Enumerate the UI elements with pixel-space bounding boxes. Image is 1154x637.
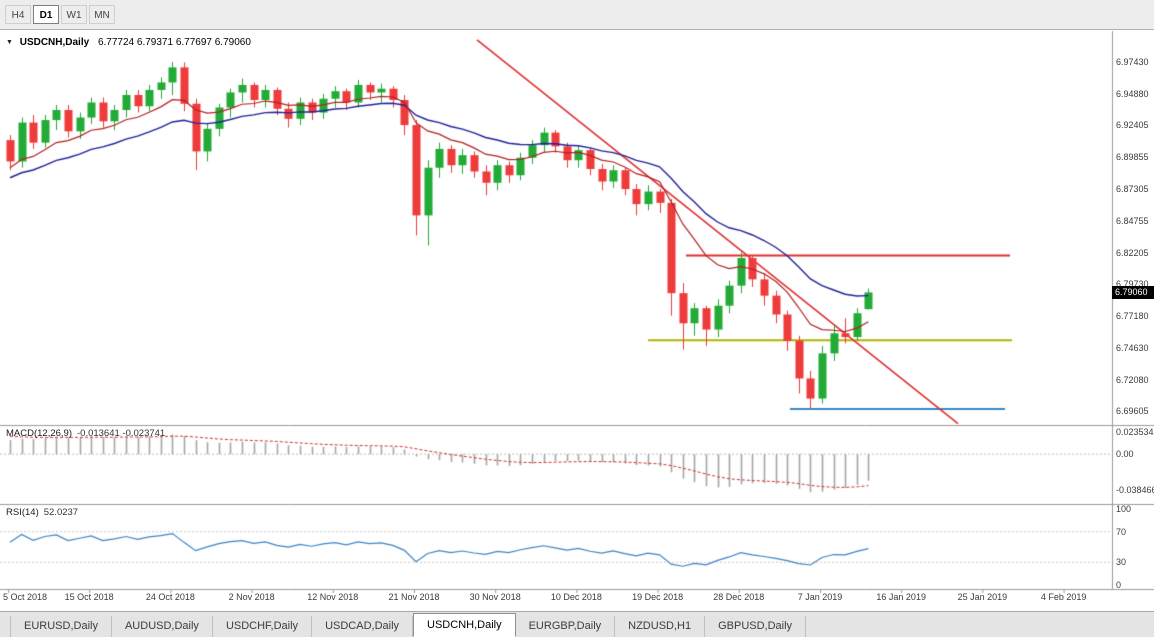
chart-tab-nzdusd-h1[interactable]: NZDUSD,H1 bbox=[615, 616, 706, 637]
chart-symbol-label: USDCNH,Daily bbox=[19, 37, 90, 48]
current-price-badge: 6.79060 bbox=[1112, 286, 1154, 300]
chart-tab-eurusd-daily[interactable]: EURUSD,Daily bbox=[10, 616, 112, 637]
timeframe-button-group: H4 D1 W1 MN bbox=[5, 5, 115, 24]
timeframe-button-d1[interactable]: D1 bbox=[33, 5, 59, 24]
macd-indicator-label: MACD(12,26,9) -0.013641 -0.023741 bbox=[6, 428, 165, 439]
macd-name: MACD(12,26,9) bbox=[6, 428, 72, 439]
macd-values: -0.013641 -0.023741 bbox=[77, 428, 166, 439]
price-chart-canvas[interactable] bbox=[0, 0, 1154, 611]
timeframe-button-h4[interactable]: H4 bbox=[5, 5, 31, 24]
timeframe-toolbar: H4 D1 W1 MN bbox=[0, 0, 1154, 30]
chart-tab-eurgbp-daily[interactable]: EURGBP,Daily bbox=[516, 616, 616, 637]
rsi-indicator-label: RSI(14) 52.0237 bbox=[6, 507, 78, 518]
rsi-value: 52.0237 bbox=[43, 507, 79, 518]
chart-ohlc-values: 6.77724 6.79371 6.77697 6.79060 bbox=[97, 37, 251, 48]
chart-tab-usdchf-daily[interactable]: USDCHF,Daily bbox=[213, 616, 313, 637]
chart-tab-gbpusd-daily[interactable]: GBPUSD,Daily bbox=[705, 616, 807, 637]
chart-title: ▼ USDCNH,Daily 6.77724 6.79371 6.77697 6… bbox=[6, 37, 251, 48]
chart-tab-usdcad-daily[interactable]: USDCAD,Daily bbox=[312, 616, 414, 637]
chart-tabs-bar: EURUSD,Daily AUDUSD,Daily USDCHF,Daily USDC… bbox=[0, 611, 1154, 637]
rsi-name: RSI(14) bbox=[6, 507, 39, 518]
collapse-chart-icon[interactable]: ▼ bbox=[6, 39, 13, 46]
timeframe-button-mn[interactable]: MN bbox=[89, 5, 115, 24]
chart-tab-audusd-daily[interactable]: AUDUSD,Daily bbox=[112, 616, 213, 637]
timeframe-button-w1[interactable]: W1 bbox=[61, 5, 87, 24]
chart-tab-usdcnh-daily[interactable]: USDCNH,Daily bbox=[413, 613, 516, 637]
